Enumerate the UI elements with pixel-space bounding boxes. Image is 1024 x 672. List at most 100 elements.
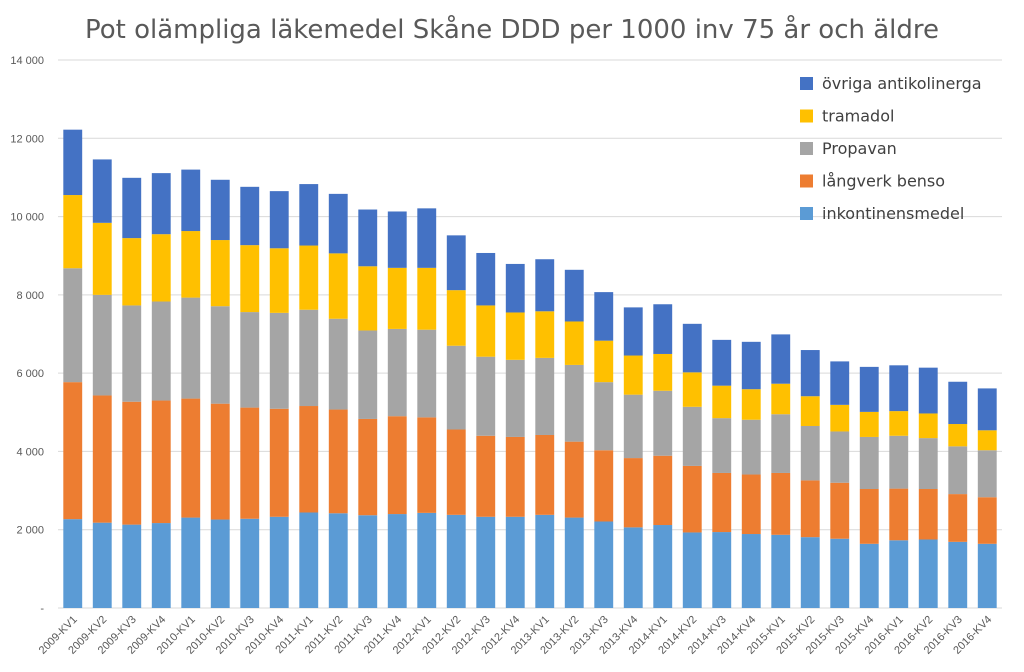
bar-segment — [92, 522, 112, 608]
bar-segment — [240, 312, 260, 408]
bar-segment — [800, 425, 820, 481]
bar-segment — [181, 517, 201, 608]
bar-segment — [122, 401, 142, 525]
bar-segment — [623, 355, 643, 395]
bar-segment — [63, 519, 83, 608]
bar-segment — [682, 372, 702, 407]
bar-segment — [771, 334, 791, 384]
bar-segment — [800, 396, 820, 426]
bar-segment — [151, 523, 171, 608]
bar-segment — [889, 488, 909, 541]
bar-segment — [269, 248, 289, 313]
bar-segment — [682, 532, 702, 608]
bar-segment — [564, 364, 584, 442]
bar-segment — [92, 294, 112, 396]
x-axis-ticks: 2009-KV12009-KV22009-KV32009-KV42010-KV1… — [37, 614, 995, 657]
bar-segment — [535, 357, 555, 435]
bar-segment — [476, 305, 496, 357]
bar-segment — [476, 516, 496, 608]
bar-segment — [564, 321, 584, 365]
bar-segment — [92, 395, 112, 523]
bar-segment — [712, 339, 732, 386]
bar-segment — [977, 543, 997, 608]
bar-segment — [417, 208, 437, 268]
bar-segment — [269, 408, 289, 517]
bars — [63, 129, 997, 608]
y-tick-label: 4 000 — [16, 446, 44, 458]
bar-segment — [387, 514, 407, 608]
y-tick-label: 12 000 — [10, 133, 44, 145]
bar-segment — [594, 382, 614, 451]
bar-segment — [653, 304, 673, 354]
bar-segment — [977, 430, 997, 451]
y-tick-label: 14 000 — [10, 55, 44, 67]
bar-segment — [741, 389, 761, 420]
bar-segment — [358, 266, 378, 331]
bar-segment — [92, 159, 112, 223]
bar-segment — [682, 406, 702, 466]
bar-segment — [299, 245, 319, 310]
bar-segment — [328, 409, 348, 514]
bar-segment — [948, 424, 968, 447]
bar-segment — [859, 411, 879, 437]
bar-segment — [505, 263, 525, 313]
bar-segment — [859, 543, 879, 608]
bar-segment — [151, 234, 171, 302]
bar-segment — [269, 191, 289, 249]
bar-segment — [240, 245, 260, 313]
bar-segment — [240, 186, 260, 246]
bar-segment — [594, 292, 614, 341]
bar-segment — [682, 323, 702, 373]
bar-segment — [918, 438, 938, 490]
bar-segment — [800, 537, 820, 608]
y-tick-label: 2 000 — [16, 525, 44, 537]
bar-segment — [476, 435, 496, 517]
bar-segment — [269, 516, 289, 608]
bar-segment — [653, 455, 673, 526]
legend-label: långverk benso — [822, 172, 945, 191]
bar-segment — [830, 361, 850, 405]
bar-segment — [446, 235, 466, 291]
bar-segment — [741, 419, 761, 475]
bar-segment — [771, 472, 791, 535]
bar-segment — [771, 383, 791, 415]
bar-segment — [564, 441, 584, 518]
bar-segment — [889, 365, 909, 412]
bar-segment — [210, 306, 230, 404]
y-tick-label: - — [40, 603, 44, 615]
legend-swatch — [800, 174, 813, 188]
bar-segment — [712, 532, 732, 608]
bar-segment — [417, 267, 437, 330]
bar-segment — [387, 267, 407, 329]
bar-segment — [741, 341, 761, 390]
bar-segment — [446, 345, 466, 430]
bar-segment — [741, 474, 761, 535]
bar-segment — [535, 311, 555, 358]
bar-segment — [269, 312, 289, 409]
bar-segment — [535, 514, 555, 608]
bar-segment — [977, 388, 997, 431]
legend-swatch — [800, 109, 813, 123]
y-tick-label: 6 000 — [16, 368, 44, 380]
bar-segment — [800, 480, 820, 538]
legend-label: Propavan — [822, 139, 897, 158]
bar-segment — [594, 521, 614, 608]
legend-swatch — [800, 207, 813, 220]
bar-segment — [151, 400, 171, 524]
bar-segment — [328, 253, 348, 319]
bar-segment — [446, 429, 466, 515]
bar-segment — [564, 517, 584, 608]
bar-segment — [387, 416, 407, 515]
bar-segment — [181, 398, 201, 518]
bar-segment — [122, 238, 142, 306]
bar-segment — [623, 307, 643, 356]
bar-segment — [210, 240, 230, 307]
bar-segment — [240, 518, 260, 608]
bar-segment — [299, 512, 319, 608]
bar-segment — [594, 340, 614, 383]
bar-segment — [653, 353, 673, 391]
bar-segment — [446, 514, 466, 608]
bar-segment — [948, 494, 968, 542]
bar-segment — [122, 177, 142, 239]
bar-segment — [210, 403, 230, 520]
